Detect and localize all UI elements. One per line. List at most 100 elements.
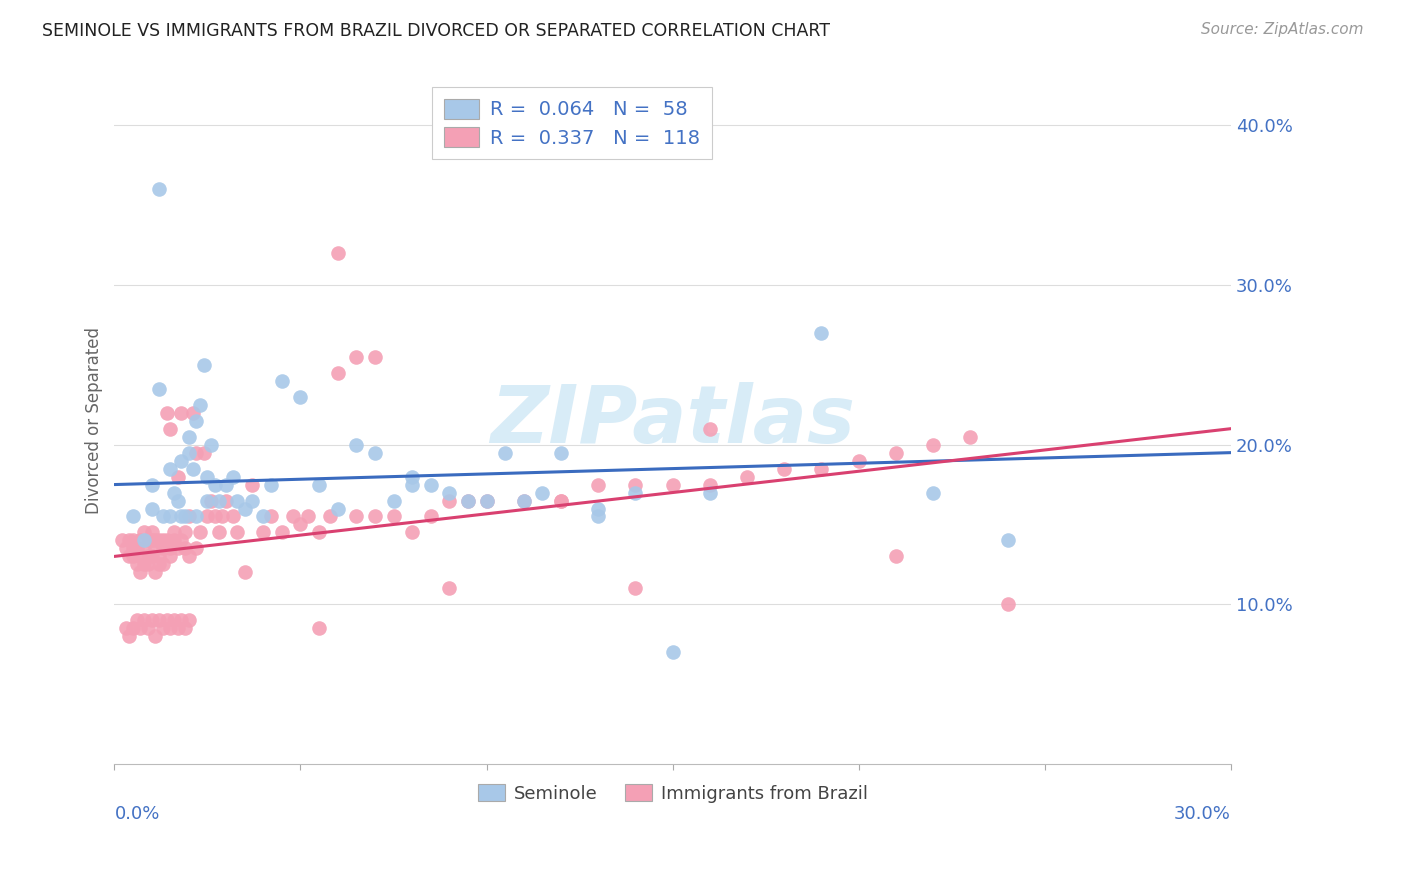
Point xyxy=(188,525,211,540)
Point xyxy=(319,509,342,524)
Point xyxy=(163,485,186,500)
Point xyxy=(204,477,226,491)
Point xyxy=(281,509,304,524)
Point xyxy=(163,525,186,540)
Point xyxy=(382,509,405,524)
Point xyxy=(166,469,188,483)
Point xyxy=(222,469,245,483)
Point xyxy=(401,525,423,540)
Point xyxy=(166,621,188,635)
Point xyxy=(207,525,229,540)
Point xyxy=(114,621,136,635)
Point xyxy=(177,613,200,627)
Point xyxy=(439,485,461,500)
Point xyxy=(586,509,609,524)
Point xyxy=(197,509,219,524)
Text: ZIPatlas: ZIPatlas xyxy=(491,382,855,459)
Point xyxy=(141,613,163,627)
Point xyxy=(211,509,233,524)
Point xyxy=(148,382,170,396)
Point xyxy=(419,477,441,491)
Point xyxy=(810,326,832,340)
Point xyxy=(215,493,238,508)
Point xyxy=(143,541,166,556)
Point xyxy=(419,509,441,524)
Point xyxy=(193,445,215,459)
Point xyxy=(141,533,163,548)
Point xyxy=(174,509,197,524)
Point xyxy=(810,461,832,475)
Point xyxy=(134,558,156,572)
Point xyxy=(226,525,249,540)
Point xyxy=(699,485,721,500)
Point xyxy=(118,549,141,564)
Point xyxy=(177,549,200,564)
Point xyxy=(922,437,945,451)
Point xyxy=(200,437,222,451)
Point xyxy=(134,533,156,548)
Point xyxy=(163,533,186,548)
Point xyxy=(136,558,159,572)
Point xyxy=(197,469,219,483)
Point xyxy=(186,541,208,556)
Point xyxy=(457,493,479,508)
Point xyxy=(166,493,188,508)
Point xyxy=(118,533,141,548)
Point xyxy=(159,549,181,564)
Point xyxy=(134,613,156,627)
Point xyxy=(200,493,222,508)
Point xyxy=(735,469,758,483)
Point xyxy=(129,621,152,635)
Point xyxy=(136,549,159,564)
Point xyxy=(163,613,186,627)
Point xyxy=(152,533,174,548)
Point xyxy=(122,621,145,635)
Point xyxy=(125,541,148,556)
Y-axis label: Divorced or Separated: Divorced or Separated xyxy=(86,327,103,514)
Point xyxy=(326,246,349,260)
Point xyxy=(326,366,349,380)
Point xyxy=(475,493,498,508)
Point xyxy=(122,549,145,564)
Point xyxy=(297,509,319,524)
Point xyxy=(290,517,312,532)
Point xyxy=(624,582,647,596)
Point xyxy=(141,501,163,516)
Point xyxy=(193,358,215,372)
Point xyxy=(439,493,461,508)
Point xyxy=(997,533,1019,548)
Point xyxy=(884,549,907,564)
Point xyxy=(494,445,516,459)
Point xyxy=(170,613,193,627)
Point xyxy=(177,509,200,524)
Point xyxy=(233,566,256,580)
Point xyxy=(513,493,536,508)
Point xyxy=(170,533,193,548)
Point xyxy=(148,558,170,572)
Point xyxy=(134,525,156,540)
Legend: Seminole, Immigrants from Brazil: Seminole, Immigrants from Brazil xyxy=(471,777,875,810)
Point xyxy=(122,533,145,548)
Point xyxy=(122,541,145,556)
Point xyxy=(152,621,174,635)
Point xyxy=(252,525,274,540)
Point xyxy=(586,477,609,491)
Point xyxy=(159,541,181,556)
Point xyxy=(141,549,163,564)
Point xyxy=(344,437,367,451)
Point xyxy=(308,525,330,540)
Point xyxy=(344,350,367,364)
Point xyxy=(204,509,226,524)
Point xyxy=(174,541,197,556)
Point xyxy=(240,477,263,491)
Point xyxy=(215,477,238,491)
Point xyxy=(155,533,177,548)
Point xyxy=(118,629,141,643)
Point xyxy=(364,350,387,364)
Point xyxy=(136,533,159,548)
Point xyxy=(661,477,683,491)
Point xyxy=(174,525,197,540)
Point xyxy=(141,525,163,540)
Point xyxy=(997,597,1019,611)
Point xyxy=(252,509,274,524)
